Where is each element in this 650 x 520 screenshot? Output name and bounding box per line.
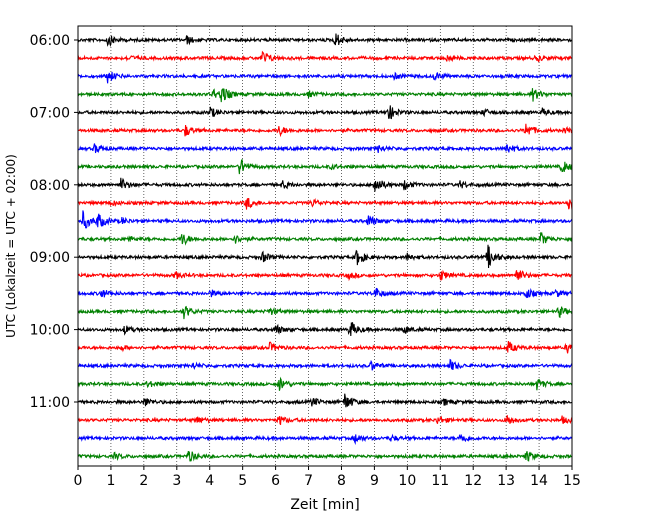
trace-row — [77, 231, 573, 246]
x-tick-label: 1 — [106, 473, 115, 489]
trace-row — [77, 88, 573, 103]
x-tick-label: 5 — [238, 473, 247, 489]
x-tick-label: 14 — [530, 473, 548, 489]
x-tick-label: 7 — [304, 473, 313, 489]
x-tick-label: 3 — [172, 473, 181, 489]
x-tick-label: 12 — [464, 473, 482, 489]
trace-row — [77, 105, 573, 120]
y-tick-label: 10:00 — [30, 323, 70, 339]
trace-row — [77, 415, 573, 425]
y-tick-label: 11:00 — [30, 395, 70, 411]
x-tick-label: 8 — [337, 473, 346, 489]
trace-row — [77, 376, 573, 391]
x-tick-label: 0 — [74, 473, 83, 489]
x-axis-label: Zeit [min] — [290, 497, 359, 513]
trace-row — [77, 393, 573, 408]
trace-row — [77, 287, 573, 299]
trace-row — [77, 71, 573, 84]
trace-row — [77, 177, 573, 192]
trace-row — [77, 123, 573, 138]
trace-row — [77, 143, 573, 154]
trace-row — [77, 358, 573, 371]
trace-row — [77, 197, 573, 210]
x-tick-label: 2 — [139, 473, 148, 489]
trace-row — [77, 340, 573, 354]
trace-row — [77, 269, 572, 282]
trace-row — [77, 305, 573, 320]
trace-row — [77, 433, 573, 446]
y-axis-ticks: 06:00 07:00 08:00 09:00 10:00 11:00 — [30, 33, 78, 411]
trace-row — [77, 244, 573, 269]
x-tick-label: 9 — [370, 473, 379, 489]
seismogram-traces — [77, 33, 573, 462]
x-tick-label: 15 — [563, 473, 581, 489]
y-tick-label: 06:00 — [30, 33, 70, 49]
x-tick-label: 11 — [431, 473, 449, 489]
x-tick-label: 4 — [205, 473, 214, 489]
x-tick-label: 10 — [398, 473, 416, 489]
trace-row — [77, 210, 573, 229]
y-tick-label: 07:00 — [30, 105, 70, 121]
y-tick-label: 08:00 — [30, 178, 70, 194]
trace-row — [77, 33, 573, 47]
y-tick-label: 09:00 — [30, 250, 70, 266]
x-axis-ticks: 0 1 2 3 4 5 6 7 8 9 10 11 12 13 14 15 — [74, 466, 581, 489]
x-tick-label: 13 — [497, 473, 515, 489]
trace-row — [77, 50, 573, 63]
trace-row — [77, 159, 573, 175]
y-axis-label: UTC (Lokalzeit = UTC + 02:00) — [4, 154, 18, 338]
x-tick-label: 6 — [271, 473, 280, 489]
trace-row — [77, 322, 573, 337]
grid-lines — [110, 26, 540, 466]
trace-row — [77, 450, 573, 462]
plot-frame — [77, 25, 573, 467]
